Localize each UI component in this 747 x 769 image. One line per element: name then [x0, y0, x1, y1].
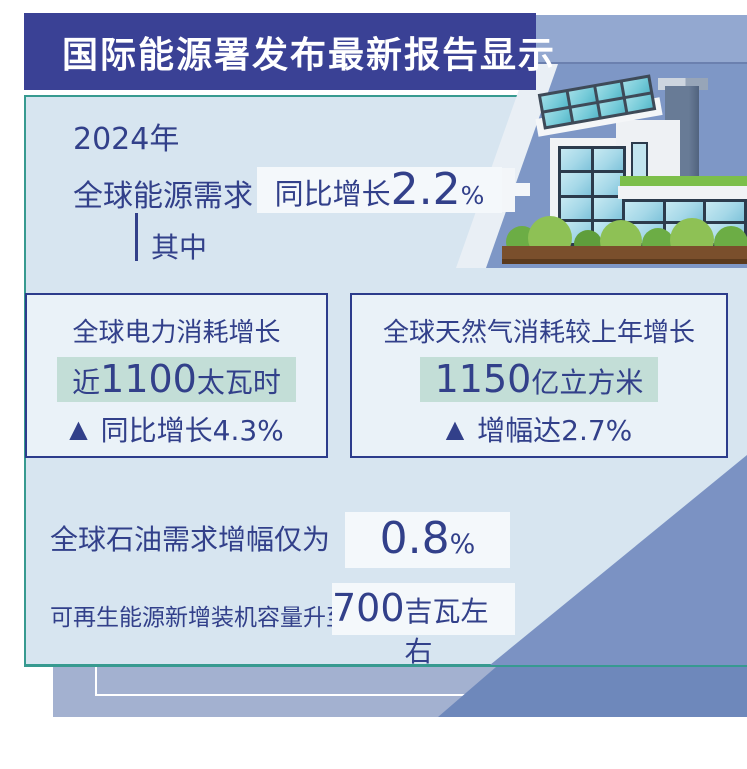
- oil-number: 0.8: [379, 513, 450, 564]
- renewables-value-box: 700 吉瓦左右: [332, 583, 515, 668]
- renewables-unit: 吉瓦左右: [404, 595, 489, 668]
- ground: [502, 246, 747, 259]
- growth-prefix: 同比增长: [274, 177, 391, 211]
- trend-row: ▲ 同比增长4.3%: [69, 409, 284, 449]
- bottom-band: [53, 667, 747, 717]
- value-unit: 亿立方米: [531, 366, 644, 399]
- demand-growth-value: 同比增长 2.2%: [257, 167, 502, 213]
- page-title: 国际能源署发布最新报告显示: [62, 34, 557, 76]
- up-triangle-icon: ▲: [445, 415, 465, 443]
- value-unit: 太瓦时: [196, 366, 281, 399]
- growth-unit: %: [460, 181, 485, 210]
- year-label: 2024年: [73, 122, 180, 157]
- header-banner: 国际能源署发布最新报告显示: [24, 13, 554, 90]
- card-title: 全球天然气消耗较上年增长: [382, 318, 695, 348]
- connector-line: [135, 213, 138, 261]
- highlight-value: 近 1100 太瓦时: [57, 357, 296, 402]
- oil-label: 全球石油需求增幅仅为: [50, 523, 331, 556]
- trend-text: 同比增长4.3%: [100, 414, 284, 447]
- card-title: 全球电力消耗增长: [72, 318, 281, 348]
- small-window: [631, 142, 648, 178]
- green-roof: [620, 176, 747, 186]
- value-number: 1150: [434, 357, 532, 401]
- ground-shadow: [502, 259, 747, 264]
- value-number: 1100: [100, 357, 197, 401]
- oil-value-box: 0.8%: [345, 512, 510, 568]
- oil-unit: %: [449, 529, 476, 560]
- plus-decoration: [502, 168, 515, 212]
- highlight-value: 1150 亿立方米: [419, 357, 659, 402]
- wing-fascia: [618, 186, 747, 199]
- growth-number: 2.2: [390, 164, 461, 215]
- trend-row: ▲ 增幅达2.7%: [446, 409, 633, 449]
- value-prefix: 近: [72, 366, 101, 399]
- trend-text: 增幅达2.7%: [477, 414, 633, 447]
- up-triangle-icon: ▲: [69, 415, 88, 443]
- band-diagonal-decoration: [438, 667, 747, 717]
- demand-label: 全球能源需求: [73, 179, 253, 214]
- gas-card: 全球天然气消耗较上年增长 1150 亿立方米 ▲ 增幅达2.7%: [350, 293, 728, 458]
- among-label: 其中: [151, 231, 208, 264]
- building-illustration: [486, 74, 747, 270]
- slate-top-strip: [536, 15, 747, 64]
- renewables-number: 700: [332, 586, 405, 630]
- electricity-card: 全球电力消耗增长 近 1100 太瓦时 ▲ 同比增长4.3%: [25, 293, 328, 458]
- renewables-label: 可再生能源新增装机容量升至: [50, 605, 349, 631]
